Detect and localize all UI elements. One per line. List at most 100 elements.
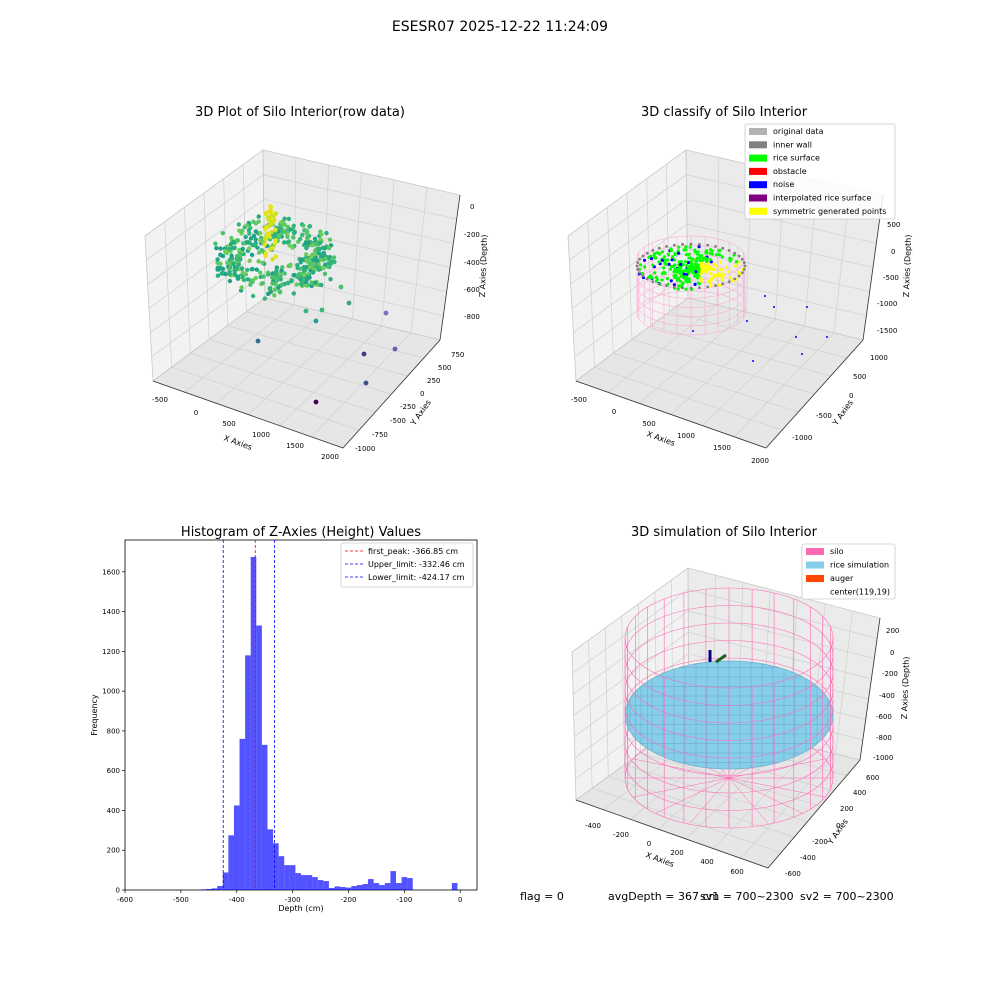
histogram-bar: [211, 888, 218, 890]
inner-wall-point: [733, 277, 737, 281]
cloud-point: [298, 236, 303, 242]
classified-point: [650, 276, 654, 280]
cloud-point: [234, 238, 239, 243]
legend-swatch: [749, 207, 767, 215]
classified-point: [717, 249, 721, 253]
classified-point: [718, 283, 722, 287]
cloud-point: [270, 271, 275, 276]
inner-wall-point: [641, 274, 645, 278]
classified-point: [663, 271, 667, 275]
legend-label: center(119,19): [830, 588, 890, 597]
cloud-point: [273, 269, 279, 274]
classified-point: [704, 249, 709, 253]
classified-point: [709, 284, 713, 288]
cloud-point: [255, 245, 260, 250]
cloud-point: [317, 251, 322, 256]
classified-point: [699, 264, 704, 268]
classified-point: [672, 283, 677, 287]
legend-label: Lower_limit: -424.17 cm: [368, 573, 465, 582]
histogram-legend-box: [340, 542, 474, 588]
y-tick-label: 1200: [102, 648, 120, 656]
histogram-bar: [267, 829, 274, 890]
classified-point: [651, 263, 655, 267]
histogram-bar: [395, 883, 402, 890]
grid-line: [621, 615, 625, 765]
legend-swatch: [749, 154, 767, 162]
y-tick-label: 1600: [102, 568, 120, 576]
histogram-bar: [340, 887, 346, 890]
x-tick-label: -600: [117, 896, 133, 904]
classified-x-label: X Axies: [645, 429, 676, 448]
simulation-y-tick: -400: [800, 854, 816, 862]
raw-y-tick: 750: [451, 351, 464, 359]
classified-point: [673, 267, 677, 271]
classified-point: [701, 258, 705, 262]
cloud-point: [304, 245, 309, 251]
cloud-point: [307, 224, 313, 229]
noise-point: [773, 306, 775, 308]
cloud-point: [289, 279, 294, 284]
classified-point: [725, 265, 729, 269]
cloud-point: [319, 307, 325, 313]
cloud-point: [321, 265, 326, 271]
cloud-point: [220, 253, 226, 259]
cloud-point: [220, 231, 225, 236]
cloud-point: [291, 230, 297, 236]
cloud-point: [276, 285, 281, 290]
auger-blade: [715, 653, 727, 664]
classified-point: [710, 249, 714, 253]
inner-wall-point: [651, 249, 655, 252]
raw-z-tick: 0: [470, 203, 474, 211]
cloud-point: [322, 271, 328, 276]
classified-z-tick: -1500: [877, 327, 897, 335]
cloud-point: [303, 308, 309, 314]
simulation-z-tick: -1000: [873, 754, 893, 762]
classified-point: [703, 265, 708, 269]
cloud-point: [291, 223, 296, 228]
cloud-point: [319, 232, 324, 237]
classified-point: [693, 282, 697, 286]
classified-point: [662, 266, 666, 270]
simulation-x-tick: 0: [647, 840, 651, 848]
cloud-point: [328, 277, 333, 282]
classified-point: [679, 260, 683, 264]
cloud-point: [361, 351, 367, 357]
cloud-point: [310, 270, 316, 275]
classified-point: [668, 267, 673, 271]
inner-wall-point: [706, 243, 710, 247]
classified-x-tick: -500: [571, 396, 587, 404]
cloud-point: [321, 257, 326, 262]
classified-point: [696, 250, 700, 254]
cloud-point: [232, 245, 237, 251]
inner-wall-point: [698, 286, 701, 290]
classified-point: [662, 255, 667, 259]
cloud-point: [302, 273, 307, 278]
avg-depth-text: avgDepth = 367 cm: [608, 890, 719, 903]
inner-wall-point: [665, 245, 668, 248]
raw-x-axis: [152, 380, 344, 449]
classified-point: [697, 245, 701, 249]
legend-label: interpolated rice surface: [773, 194, 871, 203]
cloud-point: [315, 246, 320, 251]
cloud-point: [313, 399, 319, 405]
cloud-point: [300, 232, 305, 238]
x-tick-label: -400: [229, 896, 245, 904]
classified-point: [727, 269, 731, 273]
classified-point: [698, 259, 703, 263]
classified-point: [687, 256, 691, 260]
silo-floor-spoke: [655, 777, 730, 814]
silo-floor-spoke: [689, 777, 730, 825]
raw-y-axis: [342, 339, 441, 449]
legend-label: symmetric generated points: [773, 207, 886, 216]
simulation-z-label: Z Axies (Depth): [900, 656, 911, 719]
histogram-bar: [312, 877, 318, 890]
inner-wall-point: [672, 243, 676, 247]
cloud-point: [214, 245, 219, 251]
classified-point: [728, 259, 732, 263]
raw-y-tick: -250: [400, 403, 416, 411]
cloud-point: [315, 258, 320, 264]
cloud-point: [267, 286, 272, 291]
simulation-x-tick: -400: [585, 822, 601, 830]
classified-point: [689, 260, 693, 264]
cloud-point: [279, 226, 284, 231]
